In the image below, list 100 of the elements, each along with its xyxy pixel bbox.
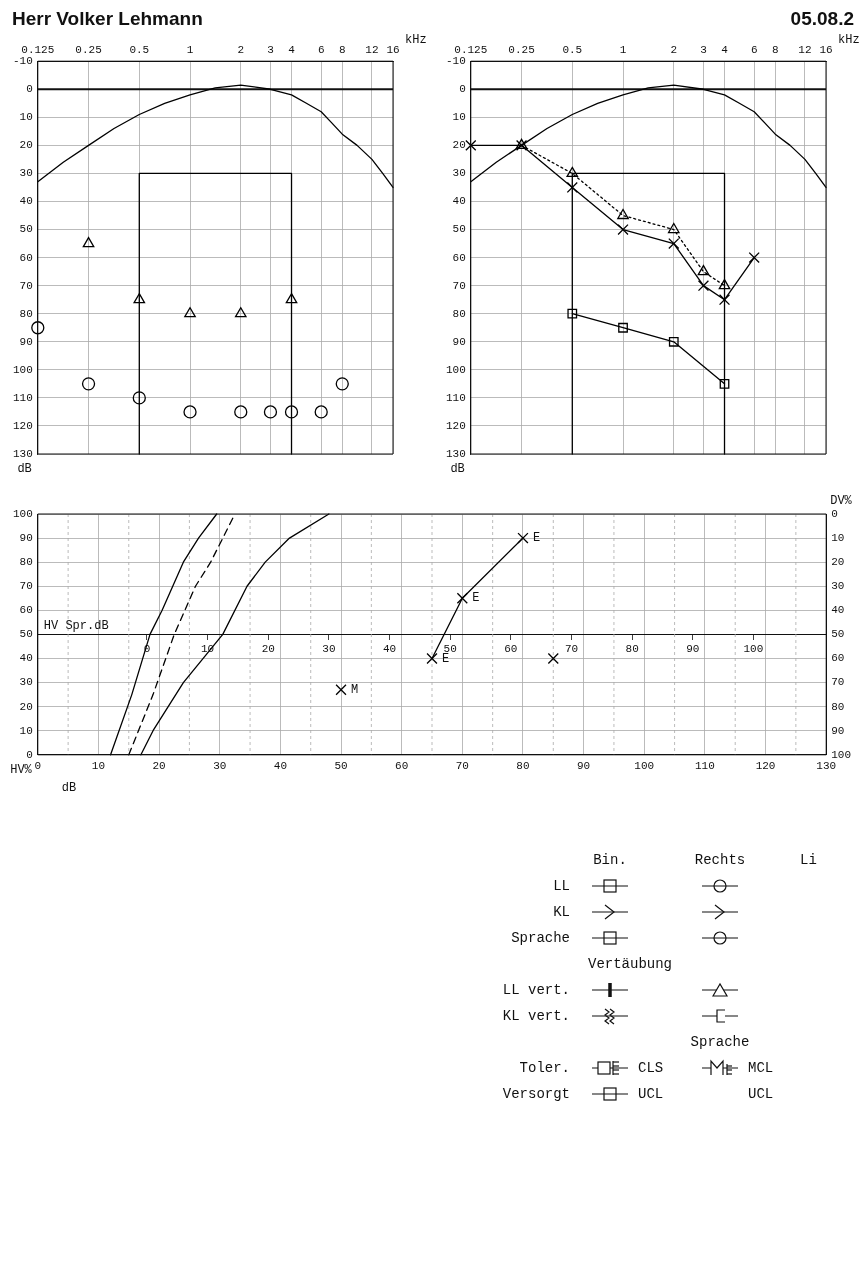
y2-tick-label: 30: [831, 580, 845, 593]
x-tick-label: 120: [755, 760, 776, 773]
y-tick-label: 90: [19, 531, 33, 544]
x-tick-label: 30: [213, 760, 227, 773]
x-tick-label: 16: [819, 43, 833, 56]
x-tick-label: 3: [700, 43, 707, 56]
x-tick-label: 0.25: [508, 43, 535, 56]
x-tick-label: 1: [619, 43, 627, 56]
x2-axis-title: HV Spr.dB: [43, 618, 109, 633]
x2-tick-label: 100: [743, 642, 764, 655]
x-tick-label: 110: [695, 760, 715, 773]
y2-tick-label: 100: [831, 748, 852, 761]
y-tick-label: 60: [19, 251, 33, 264]
x-tick-label: 0.125: [21, 43, 55, 56]
y-tick-label: 90: [452, 335, 466, 348]
x-axis-title: dB: [61, 781, 77, 796]
x2-tick-label: 20: [261, 642, 275, 655]
y2-tick-label: 50: [831, 628, 845, 641]
y-tick-label: 0: [26, 748, 33, 761]
y-tick-label: 110: [445, 391, 466, 404]
x2-tick-label: 40: [382, 642, 397, 655]
y2-tick-label: 70: [831, 676, 845, 689]
x-tick-label: 8: [771, 43, 779, 56]
x-tick-label: 12: [365, 43, 379, 56]
x-tick-label: 40: [273, 760, 287, 773]
y-tick-label: 30: [452, 167, 466, 180]
y-tick-label: 80: [19, 307, 33, 320]
text: Bin.: [593, 851, 627, 870]
y-tick-label: 70: [19, 580, 33, 593]
x-tick-label: 100: [634, 760, 655, 773]
y-tick-label: 60: [19, 604, 33, 617]
y-tick-label: 20: [19, 139, 33, 152]
x-tick-label: 4: [288, 43, 296, 56]
y-tick-label: 40: [452, 195, 466, 208]
x-tick-label: 1: [186, 43, 194, 56]
chart-title: 05.08.2: [790, 7, 854, 31]
x-tick-label: 12: [798, 43, 812, 56]
text: Toler.: [519, 1059, 570, 1078]
y-tick-label: 10: [452, 111, 466, 124]
annotation: E: [532, 531, 541, 546]
y-tick-label: 50: [19, 223, 33, 236]
y-axis-title: dB: [17, 462, 32, 477]
y-tick-label: 40: [19, 652, 33, 665]
x-tick-label: 0: [34, 760, 42, 773]
y-tick-label: 100: [445, 363, 466, 376]
x-tick-label: 10: [91, 760, 106, 773]
text: Versorgt: [502, 1085, 570, 1104]
y-tick-label: 0: [26, 83, 33, 96]
y-tick-label: -10: [445, 55, 466, 68]
y-tick-label: 130: [12, 447, 33, 460]
y-tick-label: 30: [19, 167, 33, 180]
x-axis-title: kHz: [405, 33, 427, 48]
y-tick-label: 50: [452, 223, 466, 236]
text: MCL: [748, 1059, 774, 1078]
text: Li: [800, 851, 817, 870]
x2-tick-label: 90: [686, 642, 700, 655]
y-tick-label: -10: [12, 55, 33, 68]
x-tick-label: 0.125: [454, 43, 488, 56]
y2-tick-label: 20: [831, 556, 845, 569]
text: KL: [553, 903, 570, 922]
x-tick-label: 2: [237, 43, 245, 56]
y-axis-title: dB: [450, 462, 465, 477]
x-tick-label: 3: [267, 43, 274, 56]
x-tick-label: 0.5: [129, 43, 150, 56]
y2-tick-label: 80: [831, 700, 845, 713]
x-tick-label: 6: [317, 43, 325, 56]
y2-tick-label: 90: [831, 724, 845, 737]
x-tick-label: 0.5: [562, 43, 583, 56]
text: Rechts: [694, 851, 746, 870]
y-tick-label: 10: [19, 111, 33, 124]
y-tick-label: 0: [459, 83, 466, 96]
x2-tick-label: 30: [322, 642, 336, 655]
x2-tick-label: 80: [625, 642, 639, 655]
text: UCL: [748, 1085, 774, 1104]
x-tick-label: 2: [670, 43, 678, 56]
x-tick-label: 60: [395, 760, 409, 773]
y-tick-label: 110: [12, 391, 33, 404]
x-tick-label: 90: [577, 760, 591, 773]
y-tick-label: 80: [19, 556, 33, 569]
y-tick-label: 80: [452, 307, 466, 320]
y2-tick-label: 0: [831, 507, 838, 520]
y-tick-label: 70: [452, 279, 466, 292]
y-tick-label: 30: [19, 676, 33, 689]
y2-tick-label: 60: [831, 652, 845, 665]
y-tick-label: 100: [12, 507, 33, 520]
chart-title: Herr Volker Lehmann: [12, 7, 203, 31]
y-tick-label: 40: [19, 195, 33, 208]
x-tick-label: 6: [750, 43, 758, 56]
text: Sprache: [690, 1033, 750, 1052]
y-tick-label: 130: [445, 447, 466, 460]
y-tick-label: 120: [12, 419, 33, 432]
y-tick-label: 50: [19, 628, 33, 641]
y-tick-label: 20: [19, 700, 33, 713]
y2-axis-title: DV%: [830, 494, 853, 509]
x-tick-label: 50: [334, 760, 348, 773]
x-axis-title: kHz: [838, 33, 860, 48]
x-tick-label: 16: [386, 43, 400, 56]
text: UCL: [638, 1085, 664, 1104]
text: KL vert.: [502, 1007, 570, 1026]
y-axis-title: HV%: [10, 762, 33, 777]
